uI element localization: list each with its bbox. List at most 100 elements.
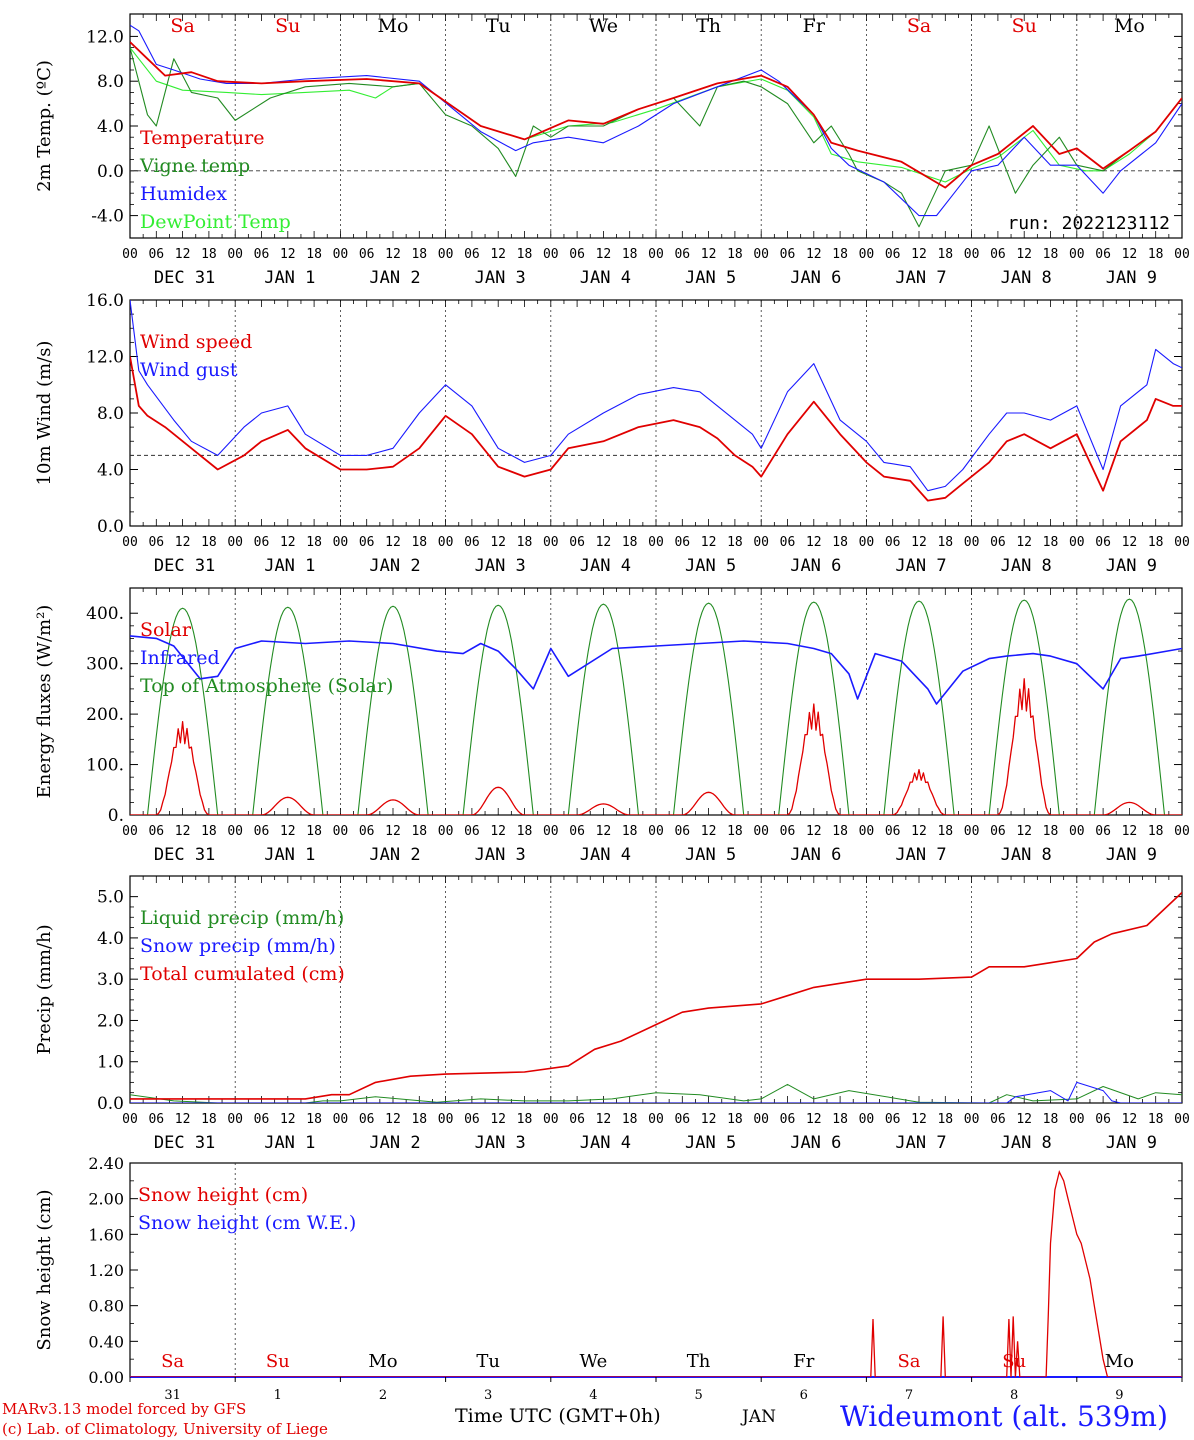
date-label: JAN 5: [685, 268, 736, 288]
hour-tick-label: 00: [1174, 1112, 1190, 1127]
hour-tick-label: 06: [674, 824, 690, 839]
hour-tick-label: 00: [859, 535, 875, 550]
hour-tick-label: 06: [359, 535, 375, 550]
hour-tick-label: 06: [780, 247, 796, 262]
meteogram: -4.00.04.08.012.02m Temp. (ºC)00 06 12 18 00…: [34, 13, 1190, 1400]
legend-entry: Vigne temp: [139, 155, 250, 177]
series-line-dewpoint-temp: [130, 47, 1182, 183]
hour-tick-label: 00: [543, 1112, 559, 1127]
hour-tick-label: 06: [674, 1112, 690, 1127]
series-line-toa-solar: [130, 598, 1182, 815]
hour-tick-label: 18: [937, 535, 953, 550]
station-name: Wideumont (alt. 539m): [840, 1400, 1168, 1433]
panel-4: 0.0 1.0 2.0 3.0 4.0 5.0 Precip (mm/h) 00 06 12 18 0…: [34, 875, 1190, 1153]
date-label: JAN 4: [580, 845, 631, 865]
date-label: JAN 9: [1106, 1133, 1157, 1153]
hour-tick-label: 18: [306, 1112, 322, 1127]
y-tick-label: 300.: [86, 655, 124, 675]
hour-tick-label: 18: [727, 535, 743, 550]
hour-tick-label: 12: [701, 535, 717, 550]
legend-entry: Solar: [140, 619, 192, 641]
hour-tick-label: 12: [701, 1112, 717, 1127]
panel-1: -4.0 0.0 4.0 8.0 12.0 2m Temp. (ºC) 00 06 12 18 00…: [34, 13, 1190, 288]
series-line-vigne-temp: [130, 47, 1182, 228]
short-date-label: 31: [164, 1388, 181, 1400]
hour-tick-label: 06: [990, 824, 1006, 839]
hour-tick-label: 12: [911, 535, 927, 550]
hour-tick-label: 12: [701, 824, 717, 839]
hour-tick-label: 06: [359, 824, 375, 839]
date-label: JAN 6: [790, 1133, 841, 1153]
hour-tick-label: 00: [1069, 824, 1085, 839]
y-tick-label: 2.40: [88, 1154, 124, 1173]
legend-entry: Total cumulated (cm): [140, 963, 345, 985]
hour-tick-label: 06: [780, 535, 796, 550]
date-label: JAN 2: [369, 1133, 420, 1153]
hour-tick-label: 06: [569, 1112, 585, 1127]
series-line-liquid-precip-mm-h-: [130, 1083, 1182, 1103]
hour-tick-label: 06: [464, 1112, 480, 1127]
date-label: JAN 3: [475, 1133, 526, 1153]
hour-tick-label: 00: [648, 1112, 664, 1127]
y-tick-label: 16.0: [86, 291, 124, 311]
date-label: JAN 1: [264, 845, 315, 865]
hour-tick-label: 00: [1069, 535, 1085, 550]
short-date-label: 2: [379, 1388, 387, 1400]
hour-tick-label: 00: [122, 535, 138, 550]
hour-tick-label: 00: [964, 824, 980, 839]
hour-tick-label: 00: [543, 535, 559, 550]
hour-tick-label: 18: [306, 247, 322, 262]
hour-tick-label: 18: [937, 247, 953, 262]
hour-tick-label: 00: [859, 1112, 875, 1127]
series-line-temperature: [130, 41, 1182, 189]
day-name: Sa: [897, 1351, 920, 1372]
y-tick-label: 400.: [86, 604, 124, 624]
day-name: Su: [266, 1351, 290, 1372]
date-label: JAN 3: [475, 845, 526, 865]
hour-tick-label: 18: [411, 535, 427, 550]
panel-5: 0.00 0.40 0.80 1.20 1.60 2.00 2.40 Snow height …: [34, 1154, 1183, 1400]
hour-tick-label: 00: [1174, 824, 1190, 839]
date-label: JAN 7: [895, 268, 946, 288]
day-name: Fr: [803, 15, 826, 37]
date-label: DEC 31: [154, 1133, 215, 1153]
date-label: JAN 6: [790, 268, 841, 288]
y-tick-label: 0.80: [88, 1297, 124, 1316]
hour-tick-label: 18: [727, 247, 743, 262]
hour-tick-label: 12: [490, 1112, 506, 1127]
hour-tick-label: 06: [990, 1112, 1006, 1127]
hour-tick-label: 06: [464, 535, 480, 550]
hour-tick-label: 18: [411, 247, 427, 262]
date-label: JAN 7: [895, 556, 946, 576]
hour-tick-label: 00: [438, 1112, 454, 1127]
short-date-label: 7: [905, 1388, 913, 1400]
legend-entry: Humidex: [140, 183, 227, 205]
short-date-label: 1: [274, 1388, 282, 1400]
hour-tick-label: 18: [832, 824, 848, 839]
hour-tick-label: 18: [306, 824, 322, 839]
hour-tick-label: 06: [254, 1112, 270, 1127]
date-label: JAN 9: [1106, 845, 1157, 865]
series-line-wind-speed: [130, 356, 1182, 502]
y-tick-label: 12.0: [86, 348, 124, 368]
legend-entry: DewPoint Temp: [140, 211, 291, 233]
day-name: We: [580, 1351, 608, 1372]
hour-tick-label: 06: [359, 247, 375, 262]
y-tick-label: 0.0: [97, 162, 124, 182]
hour-tick-label: 18: [622, 247, 638, 262]
hour-tick-label: 06: [359, 1112, 375, 1127]
date-label: JAN 7: [895, 1133, 946, 1153]
hour-tick-label: 18: [727, 1112, 743, 1127]
hour-tick-label: 00: [648, 824, 664, 839]
hour-tick-label: 18: [727, 824, 743, 839]
hour-tick-label: 06: [464, 824, 480, 839]
hour-tick-label: 06: [148, 535, 164, 550]
hour-tick-label: 00: [1069, 1112, 1085, 1127]
hour-tick-label: 12: [490, 824, 506, 839]
hour-tick-label: 18: [517, 824, 533, 839]
hour-tick-label: 00: [543, 824, 559, 839]
hour-tick-label: 06: [885, 824, 901, 839]
date-label: JAN 2: [369, 845, 420, 865]
date-label: DEC 31: [154, 845, 215, 865]
short-date-label: 9: [1115, 1388, 1123, 1400]
